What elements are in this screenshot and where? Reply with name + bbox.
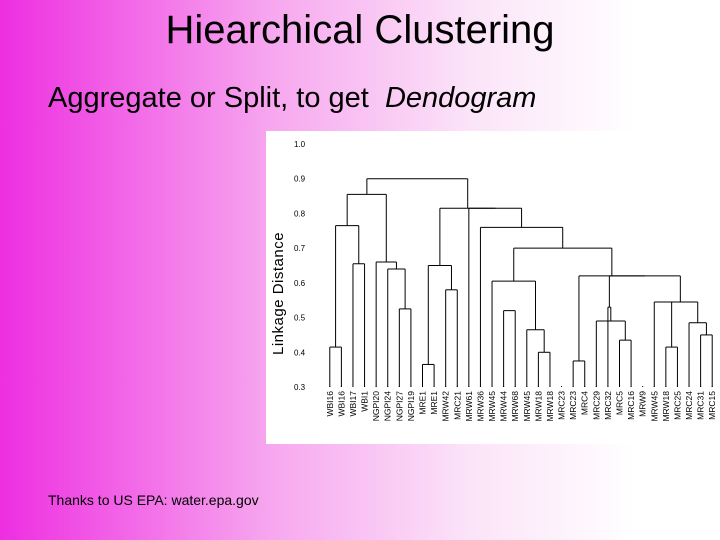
y-tick-label: 0.5 (294, 314, 306, 323)
y-tick-label: 1.0 (294, 140, 306, 149)
leaf-label: MRC5 (615, 391, 625, 415)
leaf-label: NGPI19 (406, 391, 416, 422)
dendrogram-figure: 1.0 0.9 0.8 0.7 0.6 0.5 0.4 0.3 WBI16 WBI16 WBI17 W… (266, 131, 720, 444)
leaf-label: MRW68 (510, 391, 520, 422)
leaf-label: MRW9 (638, 391, 648, 417)
leaf-label: MRC16 (626, 391, 636, 420)
y-axis-label: Linkage Distance (270, 231, 287, 355)
y-tick-label: 0.4 (294, 348, 306, 357)
subtitle-emphasis: Dendogram (384, 82, 537, 114)
leaf-label: WBI16 (336, 391, 346, 417)
leaf-label: WBI16 (325, 391, 335, 417)
leaf-label: MRE1 (418, 391, 428, 415)
leaf-label: MRW45 (487, 391, 497, 422)
leaf-label: MRC15 (707, 391, 717, 420)
leaf-label: MRW61 (464, 391, 474, 422)
leaf-label: MRW36 (475, 391, 485, 422)
slide-subtitle: Aggregate or Split, to get Dendogram (48, 82, 536, 115)
leaf-label: MRC21 (452, 391, 462, 420)
leaf-label: MRW18 (545, 391, 555, 422)
leaf-label: WBI17 (348, 391, 358, 417)
slide-title: Hiearchical Clustering (165, 8, 555, 52)
subtitle-text: Aggregate or Split, to get (48, 82, 369, 114)
leaf-label: MRW18 (661, 391, 671, 422)
leaf-label: WBI1 (360, 391, 370, 412)
leaf-label: MRW18 (533, 391, 543, 422)
leaf-label: MRW45 (649, 391, 659, 422)
leaf-label: MRC31 (696, 391, 706, 420)
leaf-label: MRC29 (591, 391, 601, 420)
leaf-label: MRE1 (429, 391, 439, 415)
credit-text: Thanks to US EPA: water.epa.gov (48, 492, 259, 508)
leaf-label: MRC24 (684, 391, 694, 420)
y-tick-label: 0.7 (294, 244, 306, 253)
y-tick-label: 0.6 (294, 279, 306, 288)
leaf-label: NGPI27 (394, 391, 404, 422)
leaf-label: MRC25 (672, 391, 682, 420)
leaf-label: MRC23 (557, 391, 567, 420)
y-tick-label: 0.3 (294, 383, 306, 392)
y-tick-label: 0.8 (294, 209, 306, 218)
leaf-label: MRW45 (522, 391, 532, 422)
leaf-label: MRC32 (603, 391, 613, 420)
y-tick-label: 0.9 (294, 175, 306, 184)
leaf-label: MRW42 (441, 391, 451, 422)
leaf-label: MRC4 (580, 391, 590, 415)
leaf-label: MRC23 (568, 391, 578, 420)
leaf-label: NGPI20 (371, 391, 381, 422)
leaf-label: NGPI24 (383, 391, 393, 422)
leaf-label: MRW44 (499, 391, 509, 422)
